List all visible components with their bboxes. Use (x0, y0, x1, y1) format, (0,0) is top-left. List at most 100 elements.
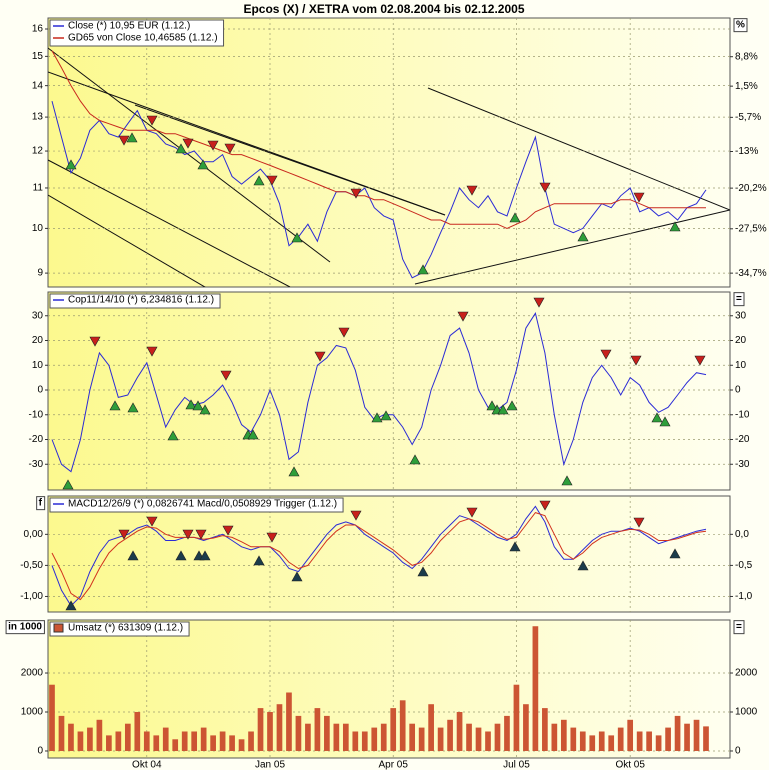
y-tick-label: 11 (33, 183, 44, 194)
y-tick-label: -20 (29, 434, 44, 445)
signal-up (509, 212, 521, 223)
series-line (51, 100, 707, 279)
signal-up (577, 560, 589, 571)
signal-up (497, 404, 509, 415)
signal-down (633, 192, 645, 203)
bar (342, 723, 349, 751)
bar (598, 731, 605, 751)
axis-unit-box (733, 292, 745, 307)
y2-tick-label: 20 (735, 335, 747, 346)
bar (617, 727, 624, 751)
bar (361, 731, 368, 751)
y-tick-label: -10 (29, 409, 44, 420)
legend-box (49, 621, 190, 637)
legend-swatch (53, 623, 64, 633)
axis-unit-box (733, 620, 745, 635)
signal-down (266, 175, 278, 186)
y2-tick-label: -27,5% (735, 223, 767, 234)
bar (684, 723, 690, 751)
bar (352, 731, 359, 751)
bar (191, 731, 198, 751)
signal-up (127, 550, 139, 561)
signal-up (197, 159, 209, 170)
signal-up (65, 159, 77, 170)
legend-box (49, 497, 344, 513)
bar (286, 692, 292, 751)
signal-down (466, 185, 478, 196)
signal-down (118, 529, 130, 540)
signal-down (630, 355, 642, 366)
y-tick-label: 10 (32, 360, 44, 371)
bar (124, 723, 131, 751)
bar (532, 626, 539, 751)
signal-down (118, 135, 130, 146)
bar (229, 735, 235, 751)
y-tick-label: -0,50 (20, 560, 43, 571)
legend-label: Cop11/14/10 (*) 6,234816 (1.12.) (68, 295, 214, 306)
bar (579, 731, 586, 751)
legend: Close (*) 10,95 EUR (1.12.)GD65 von Clos… (49, 19, 225, 47)
bar (248, 731, 254, 751)
bar (418, 727, 425, 751)
bar (428, 704, 434, 751)
bar (333, 723, 340, 751)
signal-up (62, 479, 74, 490)
signal-down (633, 517, 645, 528)
y-tick-label: 13 (32, 112, 44, 123)
signal-up (506, 400, 518, 411)
panel (47, 17, 731, 288)
bar (143, 731, 150, 751)
y-tick-label: 14 (32, 80, 44, 91)
signal-down (266, 532, 278, 543)
bar (96, 719, 103, 751)
legend-label: GD65 von Close 10,46585 (1.12.) (68, 33, 218, 44)
signal-up (409, 454, 421, 465)
bar (305, 723, 311, 751)
bar (77, 731, 84, 751)
panel (47, 495, 731, 613)
signal-up (253, 175, 265, 186)
signal-down (146, 346, 158, 357)
signal-down (350, 510, 362, 521)
bar (523, 704, 529, 751)
bar (153, 735, 160, 751)
chart-title: Epcos (X) / XETRA vom 02.08.2004 bis 02.… (243, 2, 524, 16)
signal-down (533, 297, 545, 308)
y-tick-label: 2000 (21, 668, 44, 679)
signal-down (195, 529, 207, 540)
axis-unit: f (39, 498, 43, 509)
y2-tick-label: 0,0 (735, 529, 749, 540)
signal-down (539, 500, 551, 511)
signal-down (182, 529, 194, 540)
y2-tick-label: -34,7% (735, 268, 767, 279)
y2-tick-label: 2000 (735, 668, 758, 679)
y2-tick-label: 0 (735, 385, 741, 396)
signal-down (182, 138, 194, 149)
signal-up (659, 416, 671, 427)
legend-label: Umsatz (*) 631309 (1.12.) (68, 623, 183, 634)
y-tick-label: 10 (32, 223, 44, 234)
signal-down (694, 355, 706, 366)
legend: Cop11/14/10 (*) 6,234816 (1.12.) (49, 293, 221, 309)
y-tick-label: 0 (37, 385, 43, 396)
signal-up (291, 232, 303, 243)
signal-down (350, 188, 362, 199)
signal-up (651, 412, 663, 423)
axis-unit-box (5, 620, 45, 635)
y-tick-label: 9 (37, 268, 43, 279)
bar (627, 719, 634, 751)
signal-up (127, 402, 139, 413)
signal-up (291, 571, 303, 582)
bar (485, 731, 491, 751)
signal-up (175, 143, 187, 154)
bar (380, 723, 387, 751)
signal-up (417, 566, 429, 577)
y-tick-label: 20 (32, 335, 44, 346)
bar (674, 715, 681, 751)
series-line (51, 505, 707, 607)
bar (181, 731, 188, 751)
bar (513, 684, 520, 751)
y2-tick-label: -5,7% (735, 112, 761, 123)
bar (589, 735, 596, 751)
